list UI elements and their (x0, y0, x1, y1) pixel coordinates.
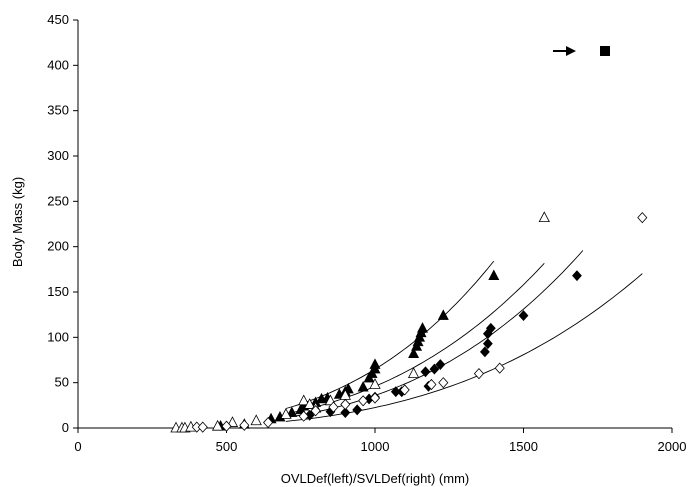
y-tick-label: 50 (55, 375, 69, 390)
filled-diamond-point (420, 366, 431, 378)
open-diamond-point (239, 419, 250, 431)
open-triangle-point (369, 378, 381, 389)
open-triangle-point (226, 416, 239, 427)
fit-curve (285, 262, 545, 415)
filled-diamond-point (304, 409, 315, 421)
data-points (170, 211, 648, 433)
open-diamond-point (197, 421, 208, 433)
filled-triangle-point (357, 381, 369, 392)
y-tick-label: 400 (47, 57, 69, 72)
open-triangle-point (211, 419, 224, 431)
filled-diamond-point (435, 359, 446, 370)
filled-triangle-point (369, 358, 381, 369)
open-diamond-point (438, 377, 449, 389)
y-tick-label: 250 (47, 193, 69, 208)
filled-diamond-point (485, 322, 496, 334)
y-tick-label: 300 (47, 148, 69, 163)
x-tick-label: 1000 (361, 439, 390, 454)
filled-diamond-point (479, 346, 490, 358)
x-axis-title: OVLDef(left)/SVLDef(right) (mm) (281, 471, 470, 486)
filled-triangle-point (286, 406, 298, 417)
fit-curve (285, 260, 495, 409)
filled-triangle-point (488, 269, 500, 280)
open-diamond-point (473, 368, 484, 380)
filled-diamond-point (482, 338, 493, 350)
open-triangle-point (538, 211, 550, 223)
y-tick-label: 350 (47, 103, 69, 118)
open-diamond-point (263, 416, 274, 429)
annotation (553, 46, 610, 56)
square-marker-icon (600, 46, 610, 56)
open-diamond-point (328, 401, 339, 413)
open-diamond-point (399, 384, 410, 396)
y-tick-label: 0 (62, 420, 69, 435)
y-tick-label: 450 (47, 12, 69, 27)
open-diamond-point (221, 420, 232, 432)
filled-triangle-point (437, 309, 449, 320)
filled-diamond-point (340, 407, 351, 419)
y-tick-label: 100 (47, 329, 69, 344)
open-diamond-point (637, 212, 648, 224)
open-triangle-point (298, 394, 310, 406)
filled-diamond-point (518, 310, 529, 322)
y-tick-label: 200 (47, 239, 69, 254)
filled-diamond-point (429, 363, 440, 375)
open-triangle-point (303, 398, 316, 409)
x-tick-label: 1500 (509, 439, 538, 454)
filled-triangle-point (417, 322, 429, 333)
open-triangle-point (280, 408, 292, 419)
arrow-head-icon (566, 46, 576, 56)
open-diamond-point (358, 395, 369, 407)
open-diamond-point (340, 398, 351, 411)
open-diamond-point (369, 392, 381, 404)
open-diamond-point (494, 362, 505, 374)
filled-triangle-point (408, 347, 420, 358)
y-tick-label: 150 (47, 284, 69, 299)
open-diamond-point (426, 378, 437, 391)
open-diamond-point (298, 410, 309, 422)
open-diamond-point (310, 405, 321, 417)
open-triangle-point (407, 367, 420, 378)
tick-labels: 0 50 100 150 200 250 300 350 400 450 0 500 1000 1500 2… (47, 12, 686, 454)
x-tick-label: 500 (216, 439, 238, 454)
y-axis-title: Body Mass (kg) (10, 177, 25, 267)
open-triangle-point (250, 414, 262, 426)
x-tick-label: 2000 (658, 439, 687, 454)
filled-diamond-point (352, 404, 363, 416)
x-tick-label: 0 (74, 439, 81, 454)
filled-diamond-point (572, 270, 582, 282)
